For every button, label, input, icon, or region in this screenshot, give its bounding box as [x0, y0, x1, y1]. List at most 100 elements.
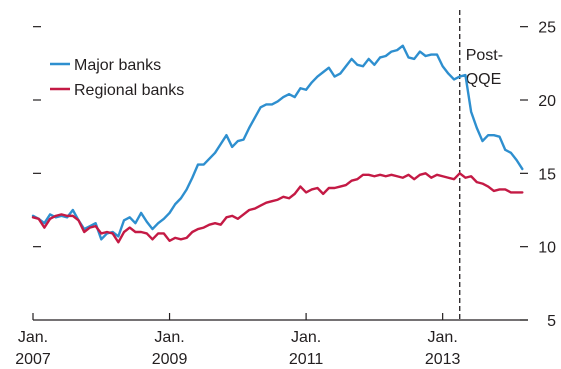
data-point	[384, 55, 387, 57]
data-point	[350, 58, 353, 60]
data-point	[510, 191, 512, 194]
legend: Major banks Regional banks	[50, 57, 184, 99]
x-axis: Jan. 2007 Jan. 2009 Jan. 2011 Jan. 2013	[15, 313, 461, 368]
x-tick-label-year: 2011	[289, 351, 324, 368]
data-point	[197, 228, 199, 230]
x-tick-label-month: Jan.	[18, 329, 48, 346]
data-point	[259, 204, 262, 207]
data-point	[424, 55, 427, 57]
data-point	[214, 151, 216, 154]
data-point	[396, 175, 399, 178]
data-point	[481, 182, 484, 185]
data-point	[327, 66, 330, 69]
data-point	[498, 188, 501, 191]
data-point	[322, 192, 325, 195]
data-point	[43, 222, 46, 225]
data-point	[453, 78, 455, 81]
data-point	[299, 87, 302, 90]
data-point	[271, 103, 273, 106]
data-point	[373, 175, 376, 178]
data-point	[481, 140, 484, 142]
data-point	[265, 103, 268, 106]
data-point	[168, 212, 171, 214]
data-point	[123, 219, 125, 222]
data-point	[282, 195, 285, 198]
data-point	[208, 157, 211, 160]
data-point	[66, 214, 69, 217]
data-point	[367, 58, 370, 60]
data-point	[447, 72, 450, 75]
data-point	[236, 217, 239, 220]
data-point	[401, 44, 404, 47]
data-point	[521, 168, 524, 170]
data-point	[231, 146, 234, 148]
data-point	[271, 200, 273, 203]
x-tick-label-month: Jan.	[428, 329, 458, 346]
data-point	[117, 241, 120, 244]
data-point	[327, 187, 330, 189]
data-point	[305, 88, 307, 91]
x-tick-label-month: Jan.	[154, 329, 184, 346]
data-point	[379, 173, 381, 176]
data-point	[293, 192, 296, 195]
data-point	[498, 135, 501, 138]
legend-label-regional-banks: Regional banks	[74, 82, 184, 99]
data-point	[174, 203, 177, 206]
data-point	[362, 65, 364, 68]
data-point	[54, 214, 57, 217]
data-point	[396, 49, 399, 52]
data-point	[162, 232, 165, 235]
data-point	[356, 178, 359, 181]
data-point	[231, 214, 234, 217]
data-point	[316, 187, 319, 189]
data-point	[333, 75, 336, 78]
data-point	[305, 191, 307, 194]
data-point	[470, 110, 472, 113]
data-point	[430, 53, 433, 56]
data-point	[475, 126, 478, 129]
data-point	[71, 209, 74, 211]
data-point	[134, 222, 137, 225]
data-point	[117, 235, 120, 238]
data-point	[94, 222, 97, 225]
data-point	[259, 106, 262, 109]
data-point	[162, 217, 165, 220]
data-point	[504, 148, 507, 151]
data-point	[185, 236, 188, 239]
data-point	[441, 175, 444, 178]
data-point	[419, 173, 421, 176]
data-point	[390, 50, 393, 53]
data-point	[60, 213, 63, 216]
data-point	[197, 163, 199, 166]
y-tick-label: 10	[538, 240, 556, 257]
data-point	[106, 231, 108, 233]
data-point	[225, 134, 228, 137]
y-tick-label: 25	[538, 20, 556, 37]
data-point	[225, 216, 228, 219]
data-point	[83, 231, 86, 233]
data-point	[441, 65, 444, 68]
data-point	[401, 176, 404, 179]
data-point	[310, 188, 313, 191]
post-qqe-label-line1: Post-	[466, 47, 503, 64]
data-point	[140, 212, 143, 214]
data-point	[373, 63, 376, 66]
y-axis-left-tick-marks	[33, 26, 41, 248]
data-point	[180, 238, 182, 241]
data-point	[310, 81, 313, 84]
data-point	[219, 143, 222, 145]
data-point	[191, 231, 194, 233]
y-tick-label: 15	[538, 166, 556, 183]
data-point	[424, 172, 427, 175]
data-point	[128, 216, 131, 219]
data-point	[407, 173, 410, 176]
data-point	[458, 75, 461, 78]
data-point	[379, 56, 381, 59]
data-point	[345, 184, 347, 186]
data-point	[413, 58, 416, 60]
data-point	[288, 197, 290, 200]
data-point	[123, 231, 125, 233]
data-point	[191, 176, 194, 179]
data-point	[276, 198, 279, 201]
data-point	[487, 134, 490, 137]
